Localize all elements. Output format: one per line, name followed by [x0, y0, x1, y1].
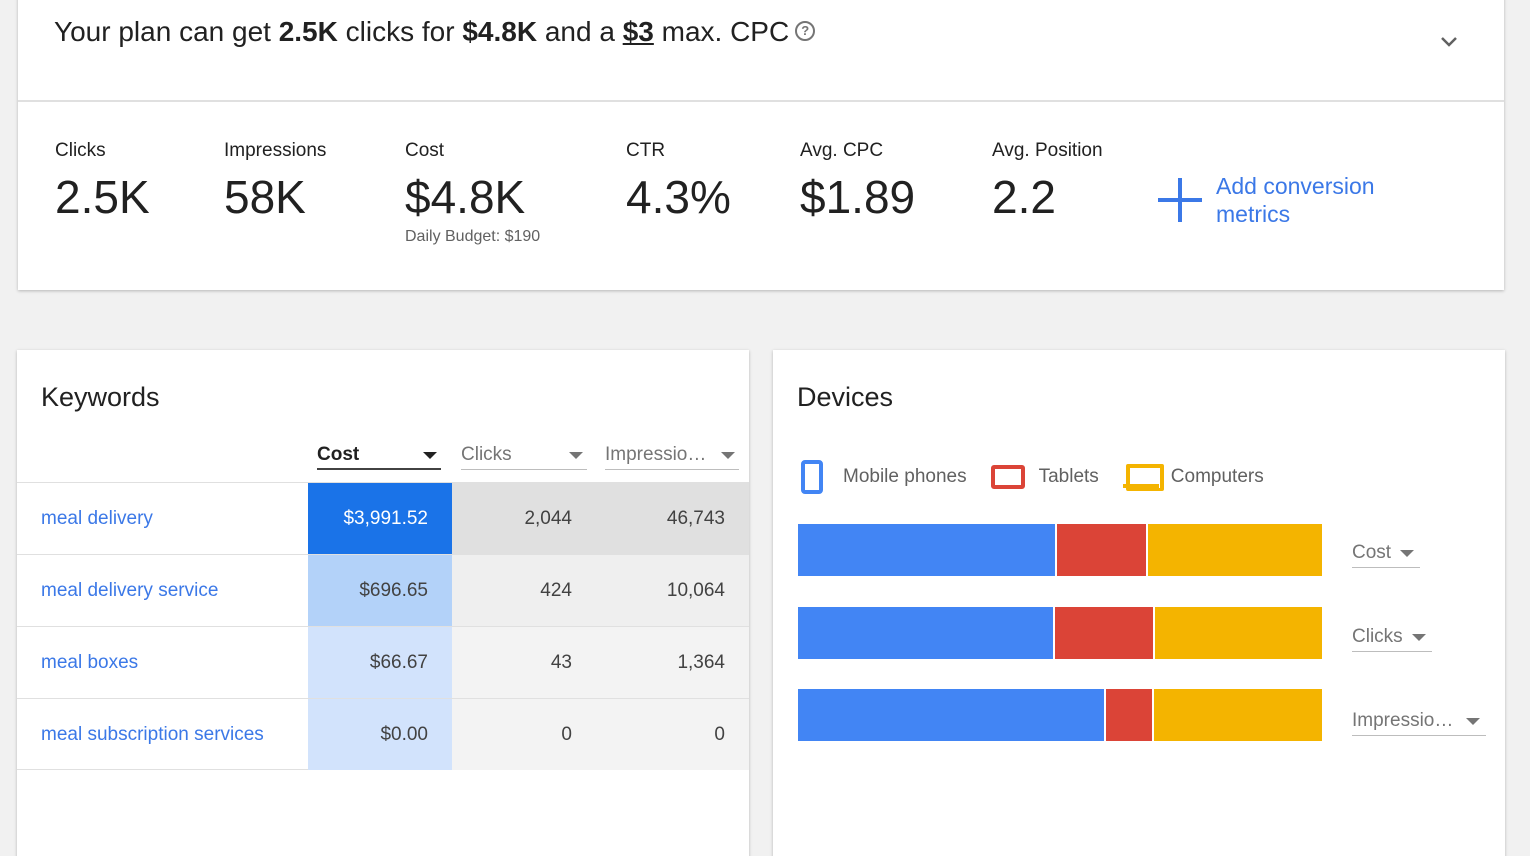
headline-prefix: Your plan can get — [54, 16, 279, 47]
bar-segment-mobile — [798, 524, 1057, 576]
add-conversion-metrics-button[interactable]: Add conversion metrics — [1158, 172, 1416, 228]
tablet-icon — [990, 465, 1025, 489]
bar-segment-mobile — [798, 607, 1056, 659]
legend-computers: Computers — [1122, 464, 1264, 491]
card-divider — [18, 100, 1504, 102]
dropdown-arrow-icon — [721, 452, 735, 459]
cost-cell: $696.65 — [308, 555, 452, 626]
bar-segment-tablet — [1106, 689, 1155, 741]
headline-mid2: and a — [537, 16, 623, 47]
metric-impressions: Impressions 58K — [224, 140, 326, 224]
bar-segment-computer — [1148, 524, 1322, 576]
keywords-title: Keywords — [41, 382, 160, 412]
metric-value: 4.3% — [626, 171, 731, 223]
device-bar-clicks — [798, 607, 1322, 659]
column-sort-cost[interactable]: Cost — [317, 444, 441, 470]
select-value: Cost — [1352, 542, 1392, 563]
metric-avg-cpc: Avg. CPC $1.89 — [800, 140, 915, 224]
cost-cell: $3,991.52 — [308, 483, 452, 554]
metric-cost: Cost $4.8K Daily Budget: $190 — [405, 140, 540, 246]
headline-cost: $4.8K — [462, 16, 538, 47]
keyword-link[interactable]: meal boxes — [41, 652, 139, 673]
headline-mid1: clicks for — [337, 16, 463, 47]
table-row: meal boxes $66.67 43 1,364 — [17, 626, 749, 698]
metric-clicks: Clicks 2.5K — [55, 140, 150, 224]
metric-value: 58K — [224, 171, 306, 223]
legend-tablets: Tablets — [990, 465, 1099, 489]
clicks-cell: 43 — [452, 627, 592, 698]
keyword-link[interactable]: meal delivery — [41, 508, 153, 529]
plan-summary-card: Your plan can get 2.5K clicks for $4.8K … — [18, 0, 1504, 290]
plus-icon — [1158, 178, 1202, 222]
keyword-link[interactable]: meal subscription services — [41, 724, 264, 745]
table-row: meal delivery $3,991.52 2,044 46,743 — [17, 482, 749, 554]
dropdown-arrow-icon — [1400, 550, 1414, 557]
device-bar-impressions — [798, 689, 1322, 741]
metric-avg-position: Avg. Position 2.2 — [992, 140, 1103, 224]
impressions-cell: 1,364 — [592, 627, 749, 698]
daily-budget-text: Daily Budget: $190 — [405, 228, 541, 245]
keyword-link[interactable]: meal delivery service — [41, 580, 219, 601]
table-row: meal subscription services $0.00 0 0 — [17, 698, 749, 770]
chevron-down-icon[interactable] — [1438, 30, 1460, 52]
max-cpc-link[interactable]: $3 — [622, 16, 654, 47]
bar-metric-select-impressions[interactable]: Impressio… — [1352, 710, 1486, 736]
devices-legend: Mobile phones Tablets Computers — [801, 460, 1288, 494]
cost-cell: $66.67 — [308, 627, 452, 698]
clicks-cell: 0 — [452, 699, 592, 770]
legend-label: Computers — [1170, 466, 1264, 487]
devices-title: Devices — [797, 382, 894, 412]
add-conversion-label: Add conversion metrics — [1216, 173, 1375, 227]
metric-label: Clicks — [55, 140, 106, 161]
mobile-phone-icon — [801, 460, 823, 494]
metric-value: $4.8K — [405, 171, 526, 223]
devices-card: Devices Mobile phones Tablets Computers … — [773, 350, 1505, 856]
impressions-cell: 0 — [592, 699, 749, 770]
bar-metric-select-cost[interactable]: Cost — [1352, 542, 1420, 568]
cost-cell: $0.00 — [308, 699, 452, 770]
dropdown-arrow-icon — [423, 452, 437, 459]
plan-headline: Your plan can get 2.5K clicks for $4.8K … — [54, 16, 816, 48]
column-label: Clicks — [461, 444, 512, 465]
metric-label: Impressions — [224, 140, 327, 161]
dropdown-arrow-icon — [1466, 718, 1480, 725]
metric-label: Avg. Position — [992, 140, 1103, 161]
column-sort-clicks[interactable]: Clicks — [461, 444, 587, 470]
bar-metric-select-clicks[interactable]: Clicks — [1352, 626, 1432, 652]
column-label: Cost — [317, 444, 360, 465]
select-value: Impressio… — [1352, 710, 1454, 731]
metric-label: CTR — [626, 140, 666, 161]
keywords-card: Keywords Cost Clicks Impressio… meal del… — [17, 350, 749, 856]
select-value: Clicks — [1352, 626, 1403, 647]
impressions-cell: 46,743 — [592, 483, 749, 554]
bar-segment-tablet — [1055, 607, 1155, 659]
bar-segment-tablet — [1056, 524, 1149, 576]
metric-label: Avg. CPC — [800, 140, 884, 161]
bar-segment-computer — [1154, 689, 1322, 741]
impressions-cell: 10,064 — [592, 555, 749, 626]
metric-label: Cost — [405, 140, 445, 161]
headline-clicks: 2.5K — [278, 16, 338, 47]
clicks-cell: 2,044 — [452, 483, 592, 554]
dropdown-arrow-icon — [1412, 634, 1426, 641]
bar-segment-mobile — [798, 689, 1107, 741]
computer-icon — [1122, 464, 1164, 491]
metric-value: 2.5K — [55, 171, 150, 223]
metric-value: $1.89 — [800, 171, 916, 223]
table-row: meal delivery service $696.65 424 10,064 — [17, 554, 749, 626]
legend-label: Mobile phones — [843, 466, 967, 487]
legend-mobile: Mobile phones — [801, 460, 967, 494]
device-bar-cost — [798, 524, 1322, 576]
legend-label: Tablets — [1038, 466, 1099, 487]
help-icon[interactable]: ? — [795, 20, 816, 41]
metric-value: 2.2 — [992, 171, 1056, 223]
dropdown-arrow-icon — [569, 452, 583, 459]
column-sort-impressions[interactable]: Impressio… — [605, 444, 739, 470]
column-label: Impressio… — [605, 444, 707, 465]
metric-ctr: CTR 4.3% — [626, 140, 731, 224]
clicks-cell: 424 — [452, 555, 592, 626]
headline-suffix: max. CPC — [653, 16, 790, 47]
bar-segment-computer — [1154, 607, 1322, 659]
